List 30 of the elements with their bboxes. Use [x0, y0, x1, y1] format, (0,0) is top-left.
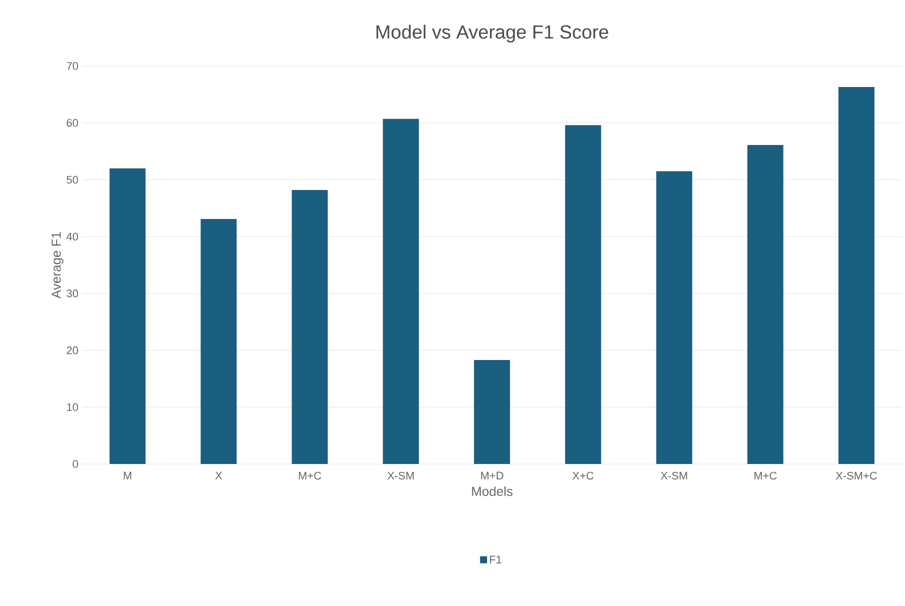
y-tick-label: 70	[66, 62, 78, 70]
x-tick-label: X-SM	[660, 472, 688, 480]
x-tick-label: X-SM+C	[836, 472, 877, 480]
bar	[565, 125, 602, 464]
bar	[382, 118, 419, 464]
x-tick-label: M+C	[754, 472, 777, 480]
bar	[838, 87, 874, 464]
y-tick-label: 60	[66, 118, 78, 127]
y-tick-label: 0	[72, 460, 78, 468]
y-tick-label: 50	[66, 176, 78, 184]
bar	[292, 190, 328, 464]
chart-title: Model vs Average F1 Score	[376, 24, 608, 42]
bar	[200, 218, 237, 464]
x-tick-label: M+C	[298, 472, 322, 480]
legend-label: F1	[490, 556, 502, 564]
x-axis-title: Models	[472, 486, 512, 496]
y-tick-label: 10	[67, 403, 78, 412]
x-tick-label: M+D	[481, 472, 504, 480]
x-tick-label: X+C	[572, 472, 594, 480]
y-tick-label: 30	[66, 290, 78, 298]
y-tick-label: 40	[66, 232, 78, 240]
bar	[747, 145, 784, 464]
bar	[110, 168, 146, 464]
x-tick-label: X	[215, 472, 222, 480]
y-axis-title: Average F1	[52, 232, 64, 298]
y-tick-label: 20	[66, 346, 78, 354]
bar	[474, 360, 510, 464]
x-tick-label: M	[124, 472, 132, 480]
x-tick-label: X-SM	[387, 472, 414, 480]
bar	[656, 171, 692, 464]
